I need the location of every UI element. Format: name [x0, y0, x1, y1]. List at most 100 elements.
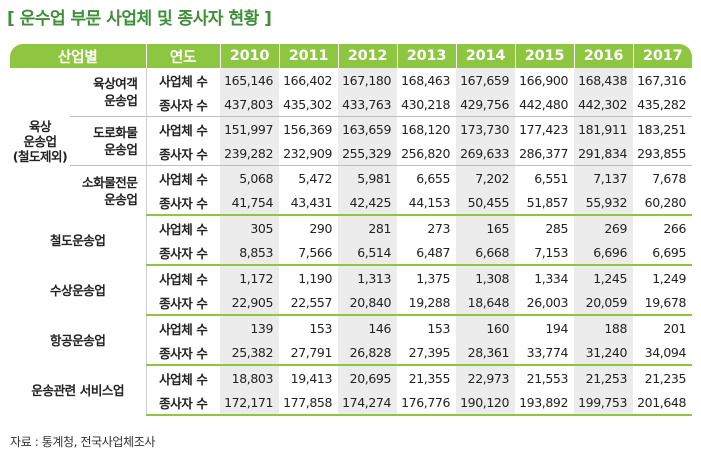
cell: 19,413: [290, 370, 333, 386]
cell: 43,431: [279, 190, 339, 216]
header-year: 2010: [220, 44, 280, 68]
cell: 1,334: [534, 270, 569, 286]
cell: 5,472: [279, 165, 339, 190]
cell: 160: [456, 315, 516, 340]
cell: 146: [338, 315, 398, 340]
cell: 6,655: [397, 165, 457, 190]
cell: 435,302: [283, 96, 333, 112]
cell: 7,153: [515, 240, 575, 266]
cell: 44,153: [397, 190, 457, 216]
cell: 181,911: [574, 116, 634, 141]
cell: 22,973: [456, 365, 516, 390]
cell: 285: [545, 220, 569, 236]
cell: 442,480: [519, 96, 569, 112]
cell: 286,377: [519, 145, 569, 161]
cell: 273: [427, 220, 451, 236]
group-label-line: (철도제외): [12, 149, 68, 164]
cell: 26,828: [338, 340, 398, 366]
header-year: 2012: [338, 44, 398, 68]
cell: 433,763: [338, 92, 398, 117]
metric-label: 사업체 수: [145, 365, 221, 390]
cell: 33,774: [515, 340, 575, 366]
cell: 7,202: [456, 165, 516, 190]
subgroup-label-line: 소화물전문: [82, 174, 138, 190]
cell: 6,696: [574, 240, 634, 266]
subgroup-label: 소화물전문 운송업: [70, 165, 147, 215]
cell: 269,633: [456, 141, 516, 166]
cell: 21,253: [574, 365, 634, 390]
subgroup-label-line: 도로화물: [93, 125, 138, 140]
cell: 173,730: [456, 116, 516, 141]
cell: 183,251: [633, 116, 693, 141]
cell: 1,172: [220, 265, 280, 290]
table-row: 종사자 수 25,382 27,791 26,828 27,395 28,361…: [10, 340, 693, 366]
cell: 290: [309, 220, 333, 236]
header-year: 2016: [574, 44, 634, 68]
cell: 174,274: [338, 390, 398, 416]
transport-industry-table: 산업별 연도 2010 2011 2012 2013 2014 2015 201…: [10, 44, 693, 416]
cell: 266: [663, 220, 687, 236]
cell: 165,146: [220, 68, 280, 92]
cell: 165: [456, 215, 516, 240]
cell: 1,245: [574, 265, 634, 290]
metric-label: 종사자 수: [145, 92, 221, 117]
cell: 176,776: [397, 390, 457, 416]
cell: 55,932: [574, 190, 634, 216]
cell: 429,756: [456, 92, 516, 117]
cell: 256,820: [401, 145, 451, 161]
header-year: 2015: [515, 44, 575, 68]
header-metric: 연도: [146, 44, 221, 68]
cell: 430,218: [401, 96, 451, 112]
metric-label: 종사자 수: [145, 290, 221, 316]
cell: 27,395: [397, 340, 457, 366]
cell: 168,463: [401, 72, 451, 88]
subgroup-label-line: 육상여객: [93, 76, 138, 91]
cell: 1,313: [338, 265, 398, 290]
subgroup-label-line: 운송업: [104, 191, 138, 207]
cell: 167,180: [338, 68, 398, 92]
cell: 201,648: [633, 390, 693, 416]
cell: 19,288: [397, 290, 457, 316]
cell: 18,648: [456, 290, 516, 316]
table-row: 종사자 수 239,282 232,909 255,329 256,820 26…: [10, 141, 692, 166]
metric-label: 종사자 수: [145, 340, 221, 366]
cell: 6,668: [456, 240, 516, 266]
cell: 1,190: [298, 270, 333, 286]
cell: 21,355: [408, 370, 451, 386]
cell: 281: [338, 215, 398, 240]
metric-label: 종사자 수: [145, 240, 221, 266]
cell: 1,375: [416, 270, 451, 286]
cell: 1,308: [456, 265, 516, 290]
header-year: 2013: [397, 44, 457, 68]
metric-label: 사업체 수: [145, 165, 221, 190]
cell: 20,059: [574, 290, 634, 316]
cell: 168,438: [574, 68, 634, 92]
cell: 19,678: [633, 290, 693, 316]
cell: 31,240: [574, 340, 634, 366]
group-label-line: 운송업: [23, 134, 57, 149]
header-year: 2014: [456, 44, 516, 68]
cell: 60,280: [633, 190, 693, 216]
table-row: 철도운송업 사업체 수 305 290 281 273 165 285 269 …: [10, 215, 692, 248]
cell: 153: [427, 320, 451, 336]
cell: 27,791: [279, 340, 339, 366]
cell: 7,678: [633, 165, 693, 190]
cell: 28,361: [456, 340, 516, 366]
cell: 232,909: [283, 145, 333, 161]
cell: 437,803: [220, 92, 280, 117]
cell: 6,551: [515, 165, 575, 190]
cell: 305: [220, 215, 280, 240]
cell: 7,137: [574, 165, 634, 190]
cell: 6,695: [633, 240, 693, 266]
metric-label: 사업체 수: [145, 215, 221, 240]
group-label-land: 육상 운송업 (철도제외): [10, 68, 70, 215]
group-label-railway: 철도운송업: [50, 232, 106, 248]
cell: 166,900: [519, 72, 569, 88]
group-label-services: 운송관련 서비스업: [31, 382, 125, 398]
cell: 190,120: [456, 390, 516, 416]
cell: 193,892: [515, 390, 575, 416]
table-row: 종사자 수 41,754 43,431 42,425 44,153 50,455…: [10, 190, 693, 216]
cell: 7,566: [279, 240, 339, 266]
cell: 21,553: [526, 370, 569, 386]
cell: 8,853: [220, 240, 280, 266]
